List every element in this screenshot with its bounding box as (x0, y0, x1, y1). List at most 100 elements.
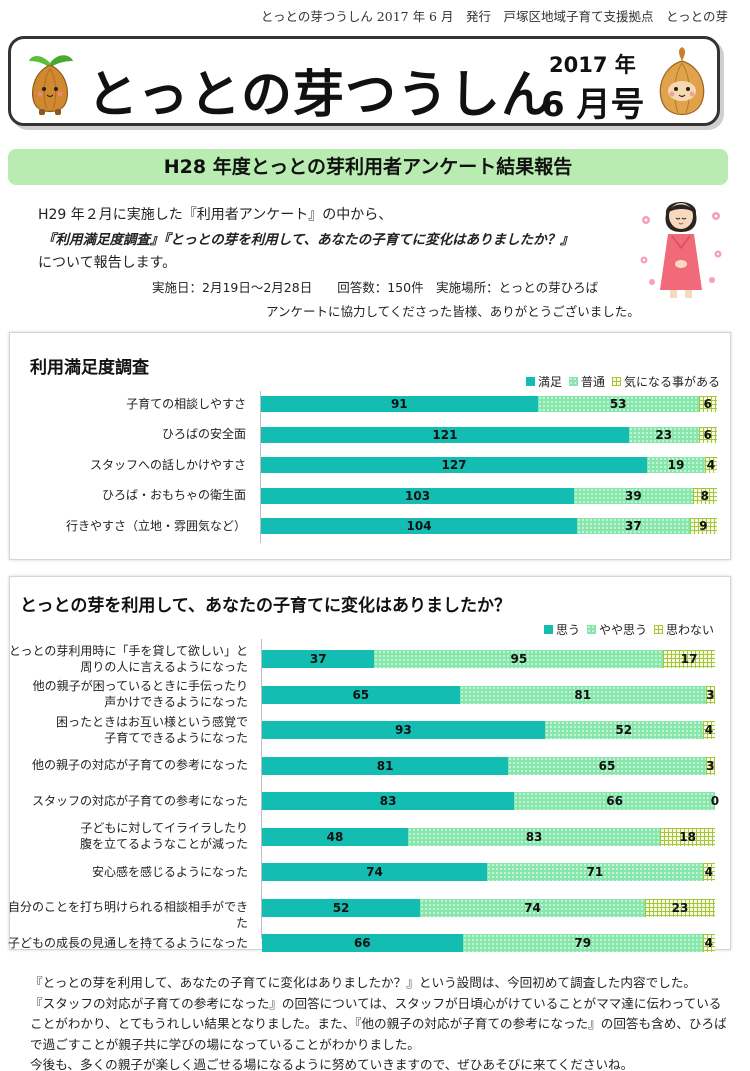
row-label: スタッフの対応が子育ての参考になった (8, 793, 248, 809)
data-label: 6 (703, 427, 713, 442)
bar-segment-low: 4 (702, 863, 715, 881)
stacked-bar: 81 65 3 (262, 756, 715, 775)
stacked-bar: 93 52 4 (262, 721, 715, 739)
row-label-line: 安心感を感じるようになった (91, 864, 248, 879)
row-label-line: 子どもに対してイライラしたり (80, 821, 248, 836)
bar-segment-mid: 74 (420, 898, 646, 917)
data-label: 4 (704, 936, 714, 950)
stacked-bar: 74 71 4 (262, 863, 715, 881)
legend-label: 思う (555, 623, 580, 637)
bar-segment-mid: 79 (462, 934, 703, 952)
row-label-line: スタッフへの話しかけやすさ (89, 457, 246, 472)
data-label: 52 (615, 723, 633, 737)
data-label: 66 (353, 936, 371, 950)
data-label: 127 (441, 458, 467, 472)
row-label-line: とっとの芽利用時に「手を貸して欲しい」と (8, 643, 248, 658)
legend-swatch (525, 377, 535, 386)
satisfaction-chart-title: 利用満足度調査 (30, 358, 149, 378)
stacked-bar: 83 66 0 (262, 792, 719, 810)
satisfaction-panel: 利用満足度調査 満足 普通 気になる事がある 子育ての相談しやすさ 91 53 6 ひろ… (9, 332, 731, 560)
data-label: 121 (432, 427, 458, 442)
bar-segment-low: 4 (704, 457, 717, 473)
bar-segment-mid: 23 (628, 426, 699, 443)
bar-segment-low: 17 (663, 650, 715, 668)
woman-bowing-icon (640, 202, 722, 298)
row-label: 自分のことを打ち明けられる相談相手ができた (8, 899, 248, 931)
report-banner: H28 年度とっとの芽利用者アンケート結果報告 (8, 149, 728, 185)
bar-segment-low: 9 (689, 518, 717, 534)
data-label: 79 (574, 936, 592, 950)
stacked-bar: 48 83 18 (262, 827, 715, 846)
bar-segment-high: 127 (261, 457, 648, 473)
row-label-line: 声かけできるようになった (104, 695, 248, 710)
closing-paragraph-3: 今後も、多くの親子が楽しく過ごせる場になるように努めていきますので、ぜひあそびに… (30, 1057, 634, 1071)
bar-segment-mid: 66 (514, 792, 715, 810)
bar-segment-high: 83 (262, 792, 515, 810)
data-label: 4 (706, 458, 716, 472)
data-label: 6 (703, 397, 713, 411)
data-label: 83 (379, 794, 397, 808)
data-label: 104 (406, 519, 432, 533)
legend-swatch (568, 377, 578, 386)
row-label-line: 子育ての相談しやすさ (126, 396, 246, 411)
bar-segment-high: 66 (262, 934, 463, 952)
data-label: 17 (680, 652, 698, 666)
data-label: 18 (679, 829, 696, 844)
bar-segment-high: 91 (261, 396, 538, 412)
bar-segment-mid: 53 (537, 396, 699, 412)
row-label-line: ひろばの安全面 (161, 427, 246, 442)
data-label: 19 (667, 458, 685, 472)
bar-segment-low: 23 (645, 898, 715, 917)
data-label: 95 (510, 652, 528, 666)
intro-line-3: について報告します。 (38, 255, 177, 271)
bar-segment-high: 48 (262, 827, 408, 846)
data-label: 53 (609, 397, 627, 411)
legend-swatch (653, 625, 663, 634)
bar-segment-low: 4 (702, 934, 715, 952)
row-label: とっとの芽利用時に「手を貸して欲しい」と 周りの人に言えるようになった (8, 643, 248, 675)
data-label: 52 (332, 900, 350, 915)
legend-item-concern: 気になる事がある (611, 373, 720, 390)
legend-swatch (586, 625, 596, 634)
row-label: 子どもの成長の見通しを持てるようになった (8, 935, 248, 951)
row-label-line: スタッフの対応が子育ての参考になった (31, 793, 248, 808)
row-label: スタッフへの話しかけやすさ (0, 457, 246, 473)
newsletter-title: とっとの芽つうしん (87, 66, 553, 125)
bar-segment-mid: 65 (508, 756, 706, 775)
bar-segment-high: 37 (262, 650, 375, 668)
row-label-line: 他の親子の対応が子育ての参考になった (31, 758, 248, 773)
bar-segment-mid: 81 (459, 685, 706, 704)
legend-item-agree: 思う (543, 621, 580, 638)
row-label-line: 行きやすさ（立地・雰囲気など） (65, 518, 246, 533)
topline: とっとの芽つうしん 2017 年 6 月 発行 戸塚区地域子育て支援拠点 とっと… (260, 9, 728, 24)
change-legend: 思う やや思う 思わない (537, 621, 714, 638)
satisfaction-axis (260, 391, 261, 543)
stacked-bar: 121 23 6 (261, 426, 717, 443)
legend-label: 普通 (580, 375, 605, 389)
bar-segment-low: 6 (698, 396, 717, 412)
bar-segment-low: 3 (705, 685, 715, 704)
bar-segment-low: 4 (702, 721, 715, 739)
data-label: 9 (699, 519, 708, 533)
data-label: 4 (704, 723, 714, 737)
stacked-bar: 52 74 23 (262, 898, 715, 917)
issue-year: 2017 年 (549, 53, 636, 77)
row-label: 子どもに対してイライラしたり 腹を立てるようなことが減った (8, 820, 248, 852)
row-label-line: 自分のことを打ち明けられる相談相手ができた (8, 900, 249, 931)
bar-segment-low: 6 (698, 426, 717, 443)
data-label: 103 (405, 488, 431, 503)
data-label: 83 (525, 829, 543, 844)
change-axis (261, 639, 262, 939)
legend-label: 気になる事がある (623, 375, 720, 389)
bar-segment-mid: 83 (407, 827, 661, 846)
bar-segment-high: 52 (262, 898, 421, 917)
data-label: 93 (395, 723, 412, 737)
data-label: 74 (366, 865, 383, 879)
change-chart-title: とっとの芽を利用して、あなたの子育てに変化はありましたか？ (20, 596, 511, 616)
closing-paragraph-2: 『スタッフの対応が子育ての参考になった』の回答については、スタッフが日頃心がけて… (30, 995, 727, 1052)
row-label-line: 腹を立てるようなことが減った (79, 837, 248, 852)
data-label: 4 (704, 865, 714, 879)
bar-segment-low: 8 (692, 487, 717, 504)
bar-segment-low: 3 (705, 756, 715, 775)
row-label: ひろばの安全面 (0, 426, 246, 442)
